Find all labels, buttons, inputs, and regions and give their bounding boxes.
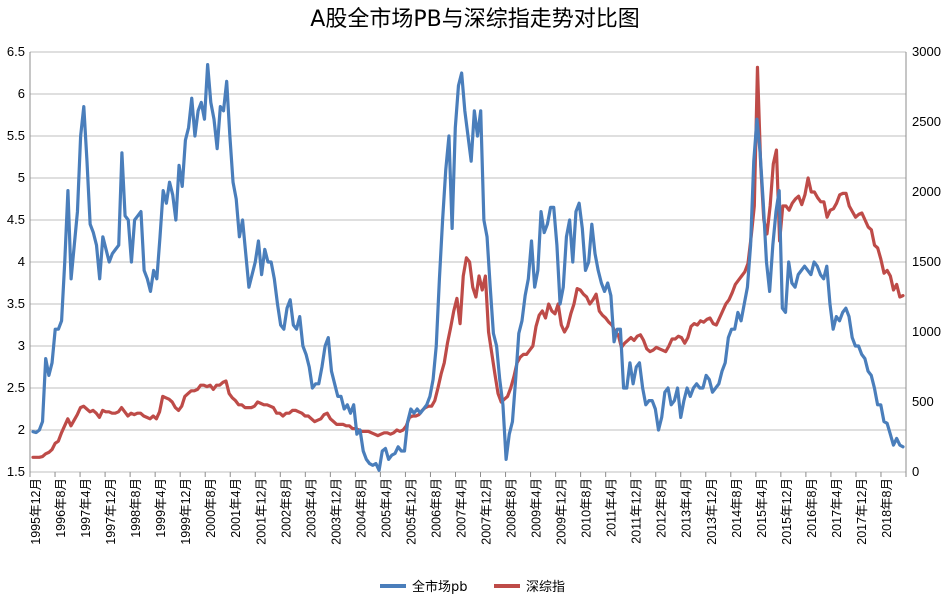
chart-title: A股全市场PB与深综指走势对比图 — [310, 7, 639, 32]
left-tick-label: 6.5 — [7, 44, 25, 59]
left-tick-label: 1.5 — [7, 464, 25, 479]
x-tick-label: 1997年4月 — [79, 478, 93, 538]
x-tick-label: 2017年4月 — [830, 478, 844, 538]
left-tick-label: 4 — [18, 254, 25, 269]
right-tick-label: 3000 — [912, 44, 941, 59]
x-tick-label: 1995年12月 — [29, 478, 43, 545]
x-tick-label: 2011年12月 — [630, 478, 644, 544]
x-tick-label: 2013年4月 — [680, 478, 694, 538]
x-tick-label: 2001年12月 — [254, 478, 268, 545]
x-tick-label: 2003年4月 — [304, 478, 318, 538]
right-tick-label: 0 — [912, 464, 919, 479]
x-tick-label: 2015年4月 — [755, 478, 769, 538]
left-tick-label: 2 — [18, 422, 25, 437]
x-tick-label: 2014年8月 — [730, 478, 744, 538]
x-tick-label: 2004年8月 — [354, 478, 368, 538]
right-tick-label: 1000 — [912, 324, 941, 339]
x-tick-label: 2007年12月 — [480, 478, 494, 545]
right-tick-label: 1500 — [912, 254, 941, 269]
x-tick-label: 2009年4月 — [530, 478, 544, 538]
x-tick-label: 2015年12月 — [780, 478, 794, 545]
x-axis-ticks: 1995年12月 1996年8月 1997年4月 1997年12月 1998年8月 199… — [29, 472, 907, 545]
x-tick-label: 2012年8月 — [655, 478, 669, 538]
x-tick-label: 2005年4月 — [379, 478, 393, 538]
left-tick-label: 5 — [18, 170, 25, 185]
left-axis-ticks: 1.5 2 2.5 3 3.5 4 4.5 5 5.5 6 6.5 — [7, 44, 25, 479]
gridlines — [29, 51, 907, 473]
x-tick-label: 2008年8月 — [505, 478, 519, 538]
right-tick-label: 500 — [912, 394, 934, 409]
x-tick-label: 2018年8月 — [880, 478, 894, 538]
series-line-pb — [31, 62, 905, 472]
x-tick-label: 2006年8月 — [429, 478, 443, 538]
x-tick-label: 2005年12月 — [404, 478, 418, 545]
x-tick-label: 2002年8月 — [279, 478, 293, 538]
x-tick-label: 2003年12月 — [329, 478, 343, 545]
x-tick-label: 2007年4月 — [454, 478, 468, 538]
x-tick-label: 2000年8月 — [204, 478, 218, 538]
left-tick-label: 6 — [18, 86, 25, 101]
x-tick-label: 1997年12月 — [104, 478, 118, 545]
x-tick-label: 2011年4月 — [605, 478, 619, 537]
right-tick-label: 2000 — [912, 184, 941, 199]
series-line-szzs — [31, 65, 905, 459]
left-tick-label: 5.5 — [7, 128, 25, 143]
x-tick-label: 2009年12月 — [555, 478, 569, 545]
legend-label-szzs: 深综指 — [526, 580, 565, 595]
right-tick-label: 2500 — [912, 114, 941, 129]
x-tick-label: 1999年4月 — [154, 478, 168, 538]
x-tick-label: 1999年12月 — [179, 478, 193, 545]
legend-label-pb: 全市场pb — [412, 579, 468, 595]
x-tick-label: 2017年12月 — [855, 478, 869, 545]
x-tick-label: 1998年8月 — [129, 478, 143, 538]
left-tick-label: 2.5 — [7, 380, 25, 395]
left-tick-label: 4.5 — [7, 212, 25, 227]
right-axis-ticks: 0 500 1000 1500 2000 2500 3000 — [912, 44, 941, 479]
x-tick-label: 1996年8月 — [54, 478, 68, 538]
x-tick-label: 2010年8月 — [580, 478, 594, 538]
x-tick-label: 2013年12月 — [705, 478, 719, 545]
x-tick-label: 2001年4月 — [229, 478, 243, 538]
left-tick-label: 3.5 — [7, 296, 25, 311]
left-tick-label: 3 — [18, 338, 25, 353]
series-layer — [31, 62, 905, 472]
x-tick-label: 2016年8月 — [805, 478, 819, 538]
legend: 全市场pb 深综指 — [380, 579, 565, 595]
